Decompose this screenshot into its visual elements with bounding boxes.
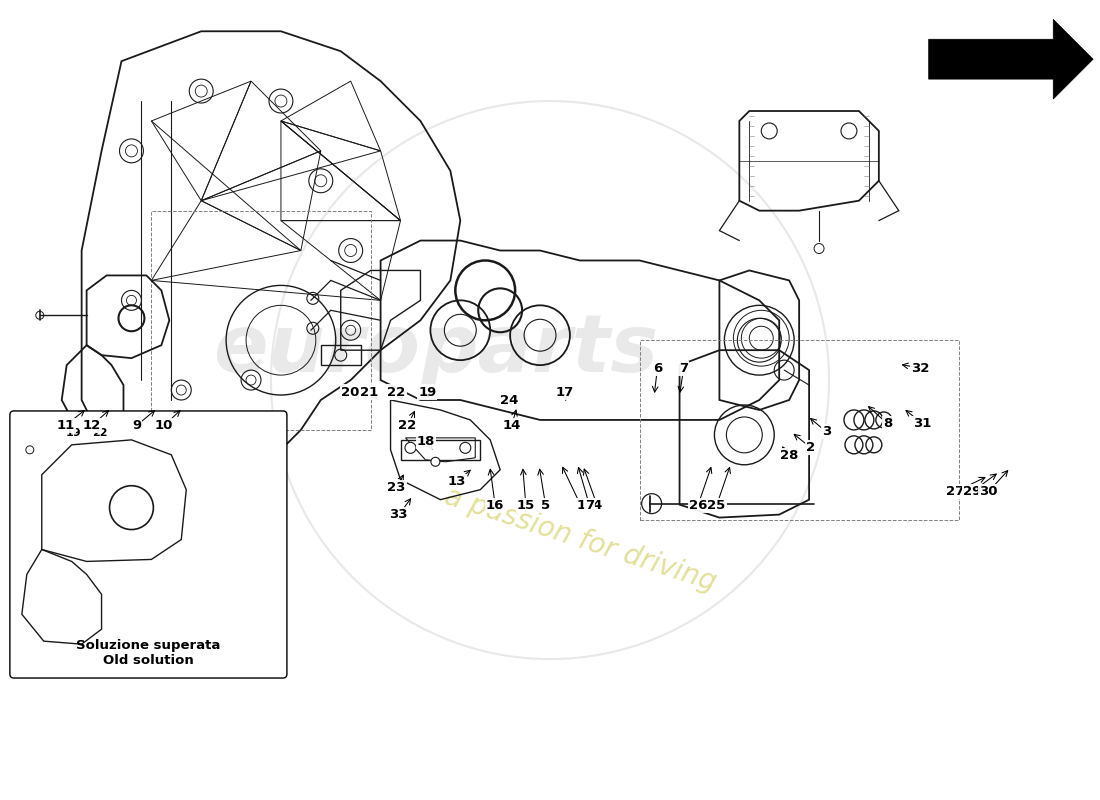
Text: 16: 16 [486,498,505,512]
Text: 25: 25 [707,498,726,512]
FancyBboxPatch shape [10,411,287,678]
Text: 15: 15 [517,498,535,512]
Text: 4: 4 [593,498,602,512]
Text: 27: 27 [946,485,965,498]
Text: 14: 14 [503,419,520,432]
Text: 22: 22 [91,428,108,438]
Circle shape [405,442,416,454]
Text: 29: 29 [962,485,981,498]
Text: 11: 11 [56,419,75,432]
Text: 7: 7 [585,498,594,512]
Text: 3: 3 [822,426,830,438]
Text: 5: 5 [541,498,550,512]
Text: 31: 31 [913,418,932,430]
Text: 9: 9 [132,419,141,432]
Text: 8: 8 [883,418,892,430]
Text: 24: 24 [500,394,518,406]
Text: a passion for driving: a passion for driving [441,482,719,597]
Text: euro: euro [213,311,420,389]
Polygon shape [928,19,1093,99]
Text: 30: 30 [979,485,998,498]
Circle shape [431,458,440,466]
Text: 33: 33 [389,508,408,522]
Text: parts: parts [420,311,659,389]
Text: 20: 20 [341,386,360,398]
Text: 17: 17 [556,386,573,398]
Text: 6: 6 [652,362,662,374]
Text: 23: 23 [387,481,406,494]
Text: 21: 21 [360,386,378,398]
Circle shape [460,442,471,454]
Text: 26: 26 [689,498,707,512]
Bar [640,340,958,519]
Text: 1: 1 [576,498,585,512]
Text: 28: 28 [780,450,799,462]
Text: 13: 13 [448,475,466,488]
Text: 19: 19 [66,428,81,438]
Text: 2: 2 [806,442,815,454]
Text: 10: 10 [155,419,174,432]
Text: 18: 18 [417,435,436,448]
Text: 32: 32 [911,362,930,374]
Text: 22: 22 [387,386,406,398]
Text: 19: 19 [418,386,437,398]
Text: 7: 7 [679,362,689,374]
Text: Soluzione superata
Old solution: Soluzione superata Old solution [76,639,221,667]
Bar [152,210,371,430]
Text: 12: 12 [82,419,101,432]
Text: 22: 22 [398,419,417,432]
